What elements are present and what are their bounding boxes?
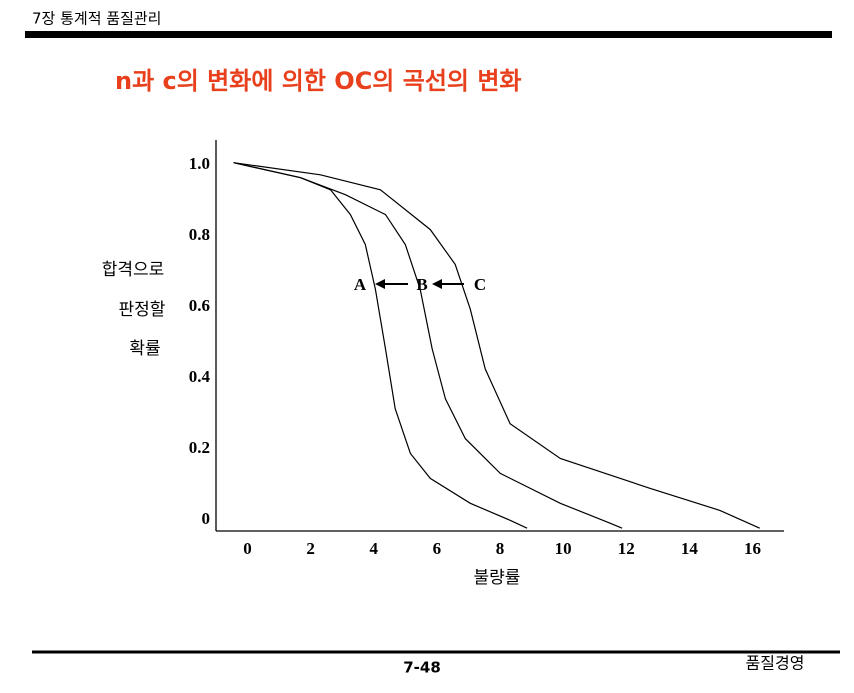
header: 7장 통계적 품질관리 [32, 10, 161, 28]
y-tick-label: 1.0 [189, 154, 210, 173]
x-tick-label: 4 [370, 539, 379, 558]
x-axis-label: 불량률 [474, 568, 521, 588]
x-tick-label: 10 [555, 539, 572, 558]
chart-title: n과 c의 변화에 의한 OC의 곡선의 변화 [115, 67, 522, 95]
y-axis-label: 합격으로 [102, 260, 165, 280]
y-tick-label: 0 [202, 509, 211, 528]
y-tick-label: 0.4 [189, 367, 211, 386]
x-tick-label: 14 [681, 539, 699, 558]
curve-label: A [354, 275, 367, 294]
x-tick-label: 6 [433, 539, 442, 558]
y-tick-label: 0.8 [189, 225, 210, 244]
x-tick-label: 0 [243, 539, 252, 558]
y-axis-label: 확률 [129, 339, 160, 359]
oc-curve [233, 162, 528, 529]
page-number: 7-48 [403, 659, 441, 677]
y-axis-label: 판정할 [119, 300, 166, 320]
y-tick-label: 0.6 [189, 296, 210, 315]
x-tick-label: 2 [306, 539, 315, 558]
course-name: 품질경영 [746, 654, 805, 673]
x-tick-label: 8 [496, 539, 505, 558]
x-tick-label: 16 [744, 539, 761, 558]
curve-label: C [474, 275, 486, 294]
y-tick-label: 0.2 [189, 438, 210, 457]
oc-curve [233, 162, 760, 529]
arrows [375, 279, 464, 289]
x-tick-label: 12 [618, 539, 635, 558]
oc-curve [233, 162, 623, 529]
header-rule [25, 31, 832, 38]
curve-label: B [416, 275, 427, 294]
